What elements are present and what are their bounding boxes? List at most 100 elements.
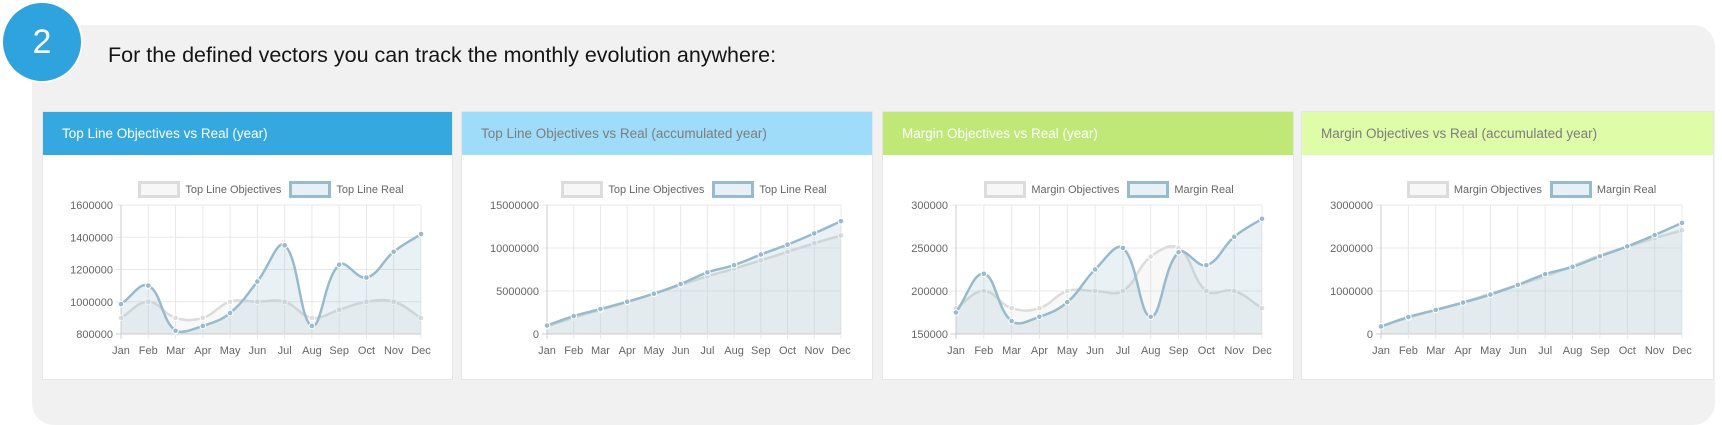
data-point — [1678, 219, 1686, 227]
legend-swatch — [1549, 181, 1592, 198]
x-tick-label: Mar — [1002, 345, 1021, 357]
x-tick-label: Sep — [1169, 345, 1189, 357]
x-tick-label: Aug — [1563, 345, 1583, 357]
legend-label: Margin Real — [1174, 183, 1234, 196]
data-point — [757, 251, 765, 258]
y-tick-label: 10000000 — [490, 243, 539, 255]
data-point — [837, 232, 845, 239]
data-point — [281, 298, 288, 306]
x-tick-label: Jan — [538, 345, 556, 357]
legend-item: Margin Real — [1127, 181, 1234, 198]
data-point — [1678, 227, 1686, 234]
chart-panel-top-line-accumulated: Top Line Objectives vs Real (accumulated… — [461, 111, 873, 380]
data-point — [1175, 249, 1182, 256]
x-tick-label: Apr — [1031, 345, 1048, 357]
series-area — [1381, 230, 1682, 334]
data-point — [281, 242, 288, 249]
y-tick-label: 1600000 — [70, 200, 113, 212]
chart-panel-top-line-year: Top Line Objectives vs Real (year) 80000… — [42, 111, 453, 380]
x-tick-label: Jul — [1116, 345, 1130, 357]
series-area — [956, 246, 1262, 334]
panel-header: Margin Objectives vs Real (year) — [883, 112, 1293, 155]
data-point — [363, 298, 370, 306]
chart-area: 0 1000000 2000000 3000000 Jan Feb Mar Apr May Jun… — [1302, 155, 1713, 380]
y-tick-label: 300000 — [911, 200, 948, 212]
data-point — [543, 322, 551, 329]
legend-item: Top Line Objectives — [138, 181, 281, 198]
data-point — [677, 280, 684, 288]
chart-panel-margin-accumulated: Margin Objectives vs Real (accumulated y… — [1301, 111, 1714, 380]
step-number-badge: 2 — [3, 3, 81, 81]
data-point — [1459, 299, 1467, 306]
panel-header: Top Line Objectives vs Real (accumulated… — [462, 112, 872, 155]
data-point — [363, 274, 370, 281]
legend-item: Margin Objectives — [1406, 181, 1542, 198]
legend-item: Margin Real — [1549, 181, 1657, 198]
series-area — [547, 235, 841, 334]
series-area — [956, 218, 1262, 334]
legend-label: Top Line Objectives — [185, 183, 282, 196]
data-point — [144, 298, 152, 306]
chart-legend: Margin Objectives Margin Real — [1381, 181, 1682, 198]
data-point — [1623, 243, 1631, 250]
data-point — [117, 300, 125, 308]
data-point — [390, 298, 398, 306]
chart-legend: Margin Objectives Margin Real — [956, 181, 1262, 198]
line-chart: 0 1000000 2000000 3000000 Jan Feb Mar Apr May Jun… — [1330, 200, 1692, 357]
data-point — [1091, 287, 1099, 295]
legend-swatch — [712, 181, 755, 198]
data-point — [1008, 304, 1015, 312]
step-description: For the defined vectors you can track th… — [108, 43, 777, 67]
panel-header: Top Line Objectives vs Real (year) — [43, 112, 452, 155]
x-tick-label: Dec — [1672, 345, 1692, 357]
data-point — [1063, 298, 1071, 306]
x-tick-label: Jun — [672, 345, 690, 357]
data-point — [980, 270, 988, 278]
data-point — [226, 309, 234, 317]
data-point — [1203, 261, 1210, 269]
data-point — [1569, 263, 1576, 271]
x-tick-label: Nov — [1645, 345, 1665, 357]
data-point — [1203, 287, 1210, 295]
data-point — [1147, 253, 1155, 260]
data-point — [1258, 215, 1266, 223]
y-tick-label: 1400000 — [70, 232, 113, 244]
chart-area: 0 5000000 10000000 15000000 Jan Feb Mar Apr May J… — [462, 155, 872, 380]
line-chart: 150000 200000 250000 300000 Jan Feb Mar Apr May J… — [911, 200, 1272, 357]
legend-label: Top Line Real — [759, 183, 827, 196]
x-tick-label: Feb — [974, 345, 993, 357]
legend-item: Top Line Real — [712, 181, 827, 198]
legend-label: Top Line Real — [336, 183, 404, 196]
x-tick-label: Aug — [302, 345, 322, 357]
data-point — [417, 230, 425, 238]
x-tick-label: May — [1480, 345, 1501, 357]
x-tick-label: Aug — [724, 345, 744, 357]
x-tick-label: Jun — [1509, 345, 1527, 357]
data-point — [597, 305, 604, 313]
legend-item: Margin Objectives — [984, 181, 1119, 198]
data-point — [1008, 317, 1015, 325]
data-point — [417, 314, 425, 322]
x-tick-label: Dec — [411, 345, 431, 357]
data-point — [730, 261, 738, 269]
legend-label: Margin Objectives — [1453, 183, 1542, 196]
legend-label: Margin Real — [1596, 183, 1657, 196]
chart-legend: Top Line Objectives Top Line Real — [547, 181, 841, 198]
x-tick-label: Apr — [1455, 345, 1472, 357]
data-point — [570, 312, 578, 320]
x-tick-label: Aug — [1141, 345, 1161, 357]
legend-swatch — [984, 181, 1027, 198]
data-point — [390, 248, 398, 256]
x-tick-label: Mar — [591, 345, 610, 357]
data-point — [623, 298, 631, 306]
data-point — [1230, 233, 1238, 241]
data-point — [254, 278, 261, 285]
data-point — [952, 309, 960, 316]
x-tick-label: May — [644, 345, 665, 357]
x-tick-label: Apr — [194, 345, 211, 357]
legend-swatch — [561, 181, 604, 198]
x-tick-label: Sep — [1590, 345, 1610, 357]
y-tick-label: 150000 — [911, 329, 948, 341]
data-point — [1091, 266, 1099, 273]
y-tick-label: 3000000 — [1330, 200, 1373, 212]
